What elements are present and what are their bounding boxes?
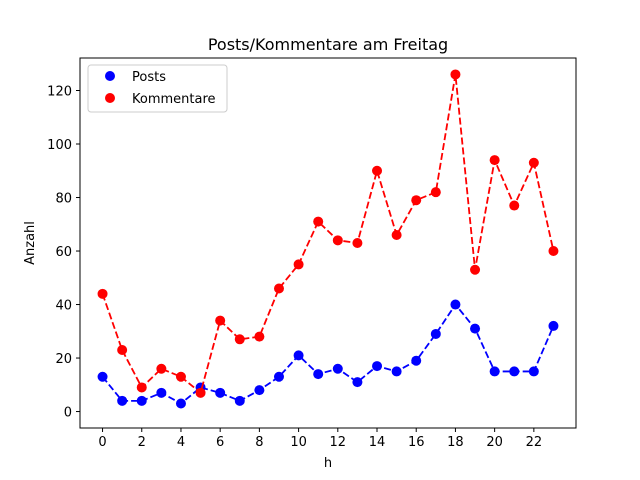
data-point-posts [372, 361, 383, 372]
x-tick-label: 12 [330, 435, 347, 450]
chart-title: Posts/Kommentare am Freitag [208, 35, 448, 54]
data-point-posts [509, 366, 520, 377]
data-point-kommentare [470, 264, 481, 275]
data-point-posts [528, 366, 539, 377]
x-tick-label: 8 [255, 435, 263, 450]
data-point-kommentare [313, 216, 324, 227]
legend-label-kommentare: Kommentare [132, 92, 216, 107]
x-tick-label: 4 [177, 435, 185, 450]
data-point-kommentare [352, 238, 363, 248]
data-point-kommentare [528, 157, 539, 168]
plot-frame [79, 57, 577, 429]
data-point-kommentare [293, 259, 304, 270]
data-point-posts [136, 395, 147, 406]
legend: Posts Kommentare [87, 64, 228, 113]
legend-marker-posts [105, 71, 115, 81]
data-point-kommentare [332, 235, 343, 246]
data-point-kommentare [372, 165, 383, 176]
data-point-posts [548, 320, 559, 331]
data-point-posts [293, 350, 304, 361]
data-point-posts [215, 387, 226, 398]
data-point-kommentare [489, 155, 500, 166]
y-axis-label: Anzahl [23, 221, 38, 265]
data-point-posts [489, 366, 500, 377]
x-tick-label: 2 [138, 435, 146, 450]
data-point-kommentare [548, 246, 559, 257]
data-point-kommentare [175, 371, 186, 382]
data-point-posts [97, 371, 108, 382]
y-tick-label: 80 [55, 192, 72, 207]
x-tick-label: 16 [408, 435, 425, 450]
data-point-kommentare [254, 331, 265, 342]
data-point-kommentare [509, 200, 520, 211]
data-point-posts [450, 299, 461, 310]
data-point-posts [470, 323, 481, 334]
x-tick-label: 14 [369, 435, 386, 450]
x-tick-label: 18 [447, 435, 464, 450]
data-point-posts [352, 377, 363, 388]
tick-layer: 0 2 4 6 8 10 12 14 16 18 20 22 0 20 40 60 80 100 120 [47, 85, 542, 450]
data-point-kommentare [234, 334, 245, 345]
plot-area [80, 58, 576, 428]
series-layer [97, 69, 559, 409]
data-point-kommentare [273, 283, 284, 294]
data-point-kommentare [411, 195, 422, 206]
data-point-kommentare [117, 345, 128, 356]
legend-marker-kommentare [105, 93, 115, 103]
y-tick-label: 0 [64, 406, 72, 421]
data-point-kommentare [430, 187, 441, 198]
legend-label-posts: Posts [132, 70, 166, 85]
x-tick-label: 6 [216, 435, 224, 450]
data-point-posts [175, 398, 186, 409]
y-tick-label: 20 [55, 352, 72, 367]
data-point-kommentare [450, 69, 461, 80]
data-point-kommentare [136, 382, 147, 393]
y-tick-label: 40 [55, 299, 72, 314]
data-point-posts [117, 395, 128, 406]
data-point-kommentare [156, 363, 167, 374]
x-axis-label: h [324, 456, 332, 471]
data-point-posts [273, 371, 284, 382]
data-point-posts [156, 387, 167, 398]
x-tick-label: 10 [290, 435, 307, 450]
y-tick-label: 120 [47, 85, 72, 100]
data-point-kommentare [391, 229, 402, 240]
data-point-posts [391, 366, 402, 377]
x-tick-label: 22 [526, 435, 543, 450]
legend-frame [87, 64, 228, 113]
data-point-kommentare [195, 387, 206, 398]
data-point-kommentare [97, 288, 108, 299]
data-point-posts [411, 355, 422, 366]
x-tick-label: 20 [486, 435, 503, 450]
data-point-posts [430, 328, 441, 339]
data-point-posts [254, 385, 265, 396]
data-point-posts [313, 369, 324, 380]
y-tick-label: 60 [55, 245, 72, 260]
y-tick-label: 100 [47, 138, 72, 153]
data-point-posts [234, 395, 245, 406]
data-point-kommentare [215, 315, 226, 326]
data-point-posts [332, 363, 343, 374]
x-tick-label: 0 [98, 435, 106, 450]
